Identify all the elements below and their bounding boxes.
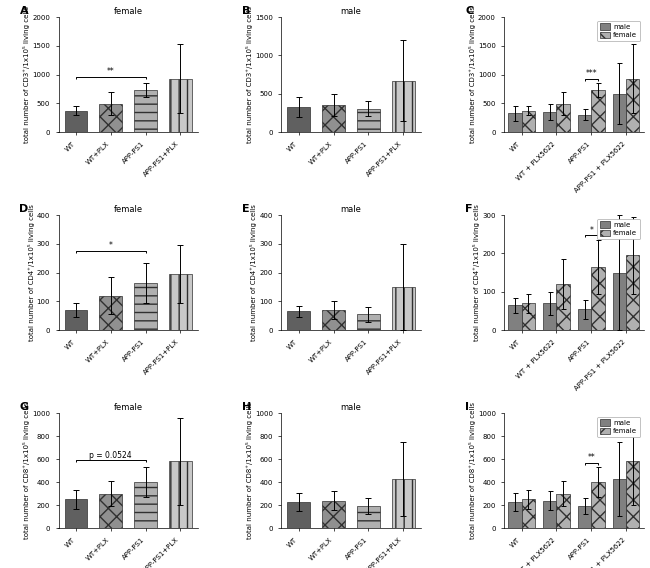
Text: **: ** — [588, 453, 595, 462]
Bar — [322, 310, 345, 330]
Bar — [287, 502, 310, 528]
Bar — [135, 482, 157, 528]
Bar — [135, 90, 157, 132]
Text: p = 0.0524: p = 0.0524 — [90, 451, 132, 460]
Bar — [357, 108, 380, 132]
Bar — [169, 461, 192, 528]
Y-axis label: total number of CD4⁺/1x10⁵ living cells: total number of CD4⁺/1x10⁵ living cells — [27, 204, 34, 341]
Text: G: G — [20, 402, 29, 412]
Bar — [613, 273, 626, 330]
Title: female: female — [114, 7, 143, 16]
Bar — [392, 479, 415, 528]
Bar — [592, 482, 604, 528]
Title: male: male — [341, 403, 361, 412]
Title: female: female — [114, 205, 143, 214]
Y-axis label: total number of CD3⁺/1x10⁵ living cells: total number of CD3⁺/1x10⁵ living cells — [23, 6, 30, 143]
Title: male: male — [341, 7, 361, 16]
Bar — [626, 461, 640, 528]
Bar — [508, 305, 521, 330]
Y-axis label: total number of CD4⁺/1x10⁵ living cells: total number of CD4⁺/1x10⁵ living cells — [473, 204, 480, 341]
Text: ***: *** — [586, 69, 597, 78]
Bar — [556, 494, 569, 528]
Bar — [508, 113, 521, 132]
Text: H: H — [242, 402, 252, 412]
Y-axis label: total number of CD3⁺/1x10⁵ living cells: total number of CD3⁺/1x10⁵ living cells — [246, 6, 253, 143]
Y-axis label: total number of CD8⁺/1x10⁵ living cells: total number of CD8⁺/1x10⁵ living cells — [23, 402, 30, 539]
Title: male: male — [341, 205, 361, 214]
Bar — [99, 494, 122, 528]
Bar — [99, 296, 122, 330]
Y-axis label: total number of CD4⁺/1x10⁵ living cells: total number of CD4⁺/1x10⁵ living cells — [250, 204, 257, 341]
Bar — [169, 274, 192, 330]
Bar — [543, 500, 556, 528]
Bar — [521, 499, 535, 528]
Bar — [392, 287, 415, 330]
Bar — [626, 78, 640, 132]
Legend: male, female: male, female — [597, 416, 640, 437]
Y-axis label: total number of CD3⁺/1x10⁵ living cells: total number of CD3⁺/1x10⁵ living cells — [469, 6, 476, 143]
Text: D: D — [20, 203, 29, 214]
Legend: male, female: male, female — [597, 20, 640, 41]
Bar — [626, 256, 640, 330]
Text: *: * — [590, 226, 593, 235]
Bar — [357, 506, 380, 528]
Bar — [521, 111, 535, 132]
Text: *: * — [109, 241, 112, 250]
Text: I: I — [465, 402, 469, 412]
Bar — [287, 107, 310, 132]
Text: **: ** — [107, 68, 114, 76]
Bar — [135, 283, 157, 330]
Bar — [392, 81, 415, 132]
Bar — [508, 502, 521, 528]
Bar — [64, 111, 87, 132]
Bar — [64, 499, 87, 528]
Bar — [556, 104, 569, 132]
Y-axis label: total number of CD8⁺/1x10⁵ living cells: total number of CD8⁺/1x10⁵ living cells — [246, 402, 253, 539]
Bar — [64, 310, 87, 330]
Bar — [613, 94, 626, 132]
Bar — [322, 105, 345, 132]
Title: female: female — [114, 403, 143, 412]
Text: A: A — [20, 6, 28, 15]
Bar — [521, 303, 535, 330]
Bar — [287, 311, 310, 330]
Bar — [592, 267, 604, 330]
Bar — [357, 314, 380, 330]
Bar — [169, 78, 192, 132]
Bar — [592, 90, 604, 132]
Bar — [543, 112, 556, 132]
Bar — [543, 303, 556, 330]
Y-axis label: total number of CD8⁺/1x10⁵ living cells: total number of CD8⁺/1x10⁵ living cells — [469, 402, 476, 539]
Bar — [322, 500, 345, 528]
Text: B: B — [242, 6, 251, 15]
Text: C: C — [465, 6, 473, 15]
Bar — [556, 284, 569, 330]
Bar — [578, 506, 592, 528]
Bar — [578, 309, 592, 330]
Text: F: F — [465, 203, 473, 214]
Bar — [613, 479, 626, 528]
Legend: male, female: male, female — [597, 219, 640, 239]
Text: E: E — [242, 203, 250, 214]
Bar — [578, 115, 592, 132]
Bar — [99, 104, 122, 132]
